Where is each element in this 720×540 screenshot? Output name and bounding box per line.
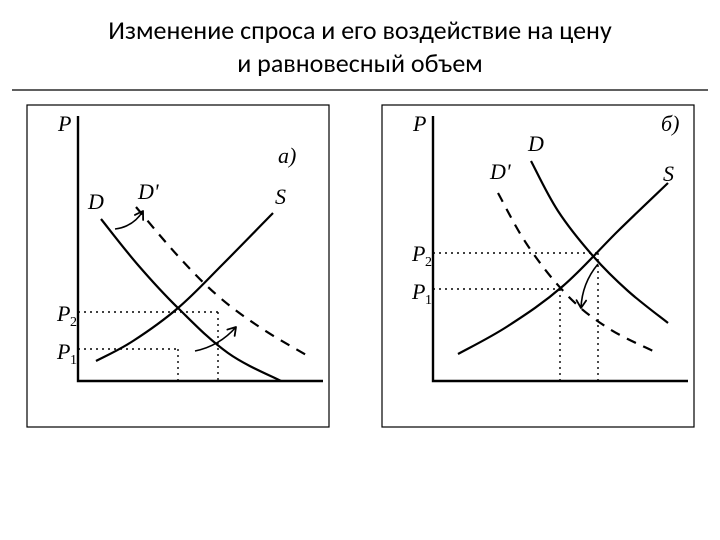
svg-text:2: 2 [425, 255, 432, 270]
svg-text:P: P [56, 301, 70, 326]
svg-text:1: 1 [70, 353, 77, 368]
title-line-1: Изменение спроса и его воздействие на це… [108, 14, 611, 46]
divider [12, 89, 708, 91]
svg-text:D: D [527, 131, 544, 156]
svg-text:S: S [275, 184, 286, 209]
svg-text:P: P [412, 111, 426, 136]
svg-text:D': D' [137, 179, 159, 204]
chart-a: Pа)SDD'P1P2 [23, 101, 333, 431]
svg-text:P: P [411, 279, 425, 304]
svg-text:P: P [56, 339, 70, 364]
svg-text:D: D [87, 189, 104, 214]
chart-b-svg: Pб)SDD'P1P2 [378, 101, 698, 431]
chart-b: Pб)SDD'P1P2 [378, 101, 698, 431]
svg-text:1: 1 [425, 293, 432, 308]
chart-a-svg: Pа)SDD'P1P2 [23, 101, 333, 431]
svg-text:P: P [57, 111, 71, 136]
svg-text:D': D' [489, 159, 511, 184]
svg-text:P: P [411, 241, 425, 266]
page-title: Изменение спроса и его воздействие на це… [0, 0, 720, 89]
charts-row: Pа)SDD'P1P2 Pб)SDD'P1P2 [0, 101, 720, 431]
title-line-2: и равновесный объем [237, 47, 483, 79]
svg-text:2: 2 [70, 315, 77, 330]
svg-text:а): а) [278, 143, 296, 168]
svg-text:б): б) [661, 111, 679, 136]
svg-text:S: S [663, 161, 674, 186]
